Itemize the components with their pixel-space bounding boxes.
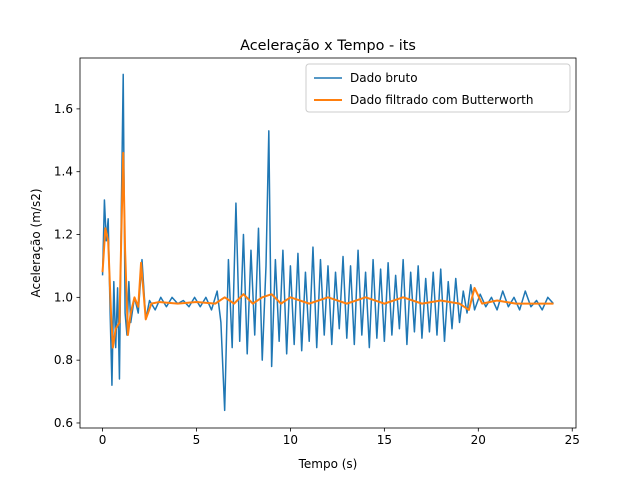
x-tick-label: 0 — [99, 433, 107, 447]
y-tick-label: 1.6 — [54, 102, 73, 116]
chart-title: Aceleração x Tempo - its — [240, 38, 416, 54]
y-tick-label: 0.6 — [54, 416, 73, 430]
legend-label: Dado bruto — [350, 71, 418, 85]
x-tick-label: 25 — [565, 433, 580, 447]
y-tick-label: 1.0 — [54, 290, 73, 304]
y-tick-label: 1.4 — [54, 165, 73, 179]
y-tick-label: 1.2 — [54, 228, 73, 242]
legend-box — [305, 63, 571, 113]
data-line — [101, 151, 554, 349]
x-tick-label: 5 — [193, 433, 201, 447]
x-axis-label: Tempo (s) — [298, 457, 358, 471]
y-axis-label: Aceleração (m/s2) — [29, 188, 43, 297]
x-tick-label: 20 — [471, 433, 486, 447]
plot-frame — [79, 57, 577, 429]
legend-label: Dado filtrado com Butterworth — [350, 93, 533, 107]
x-tick-label: 10 — [283, 433, 298, 447]
y-tick-label: 0.8 — [54, 353, 73, 367]
x-tick-label: 15 — [377, 433, 392, 447]
